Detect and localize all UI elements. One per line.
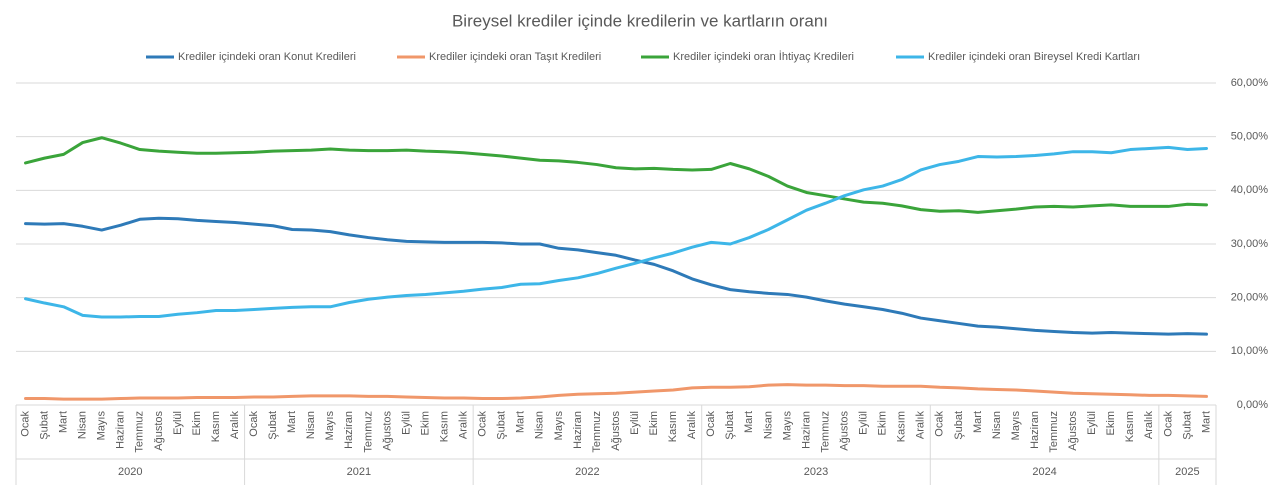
x-tick-label: Temmuz (819, 411, 831, 453)
x-tick-label: Eylül (400, 411, 412, 435)
x-tick-label: Ocak (248, 411, 260, 437)
x-tick-label: Mart (286, 411, 298, 433)
x-tick-label: Eylül (858, 411, 870, 435)
x-tick-label: Ekim (877, 411, 889, 435)
x-tick-label: Haziran (1029, 411, 1041, 449)
x-tick-label: Haziran (800, 411, 812, 449)
x-tick-label: Haziran (115, 411, 127, 449)
x-tick-label: Haziran (343, 411, 355, 449)
x-tick-label: Ocak (19, 411, 31, 437)
y-tick-label: 0,00% (1237, 399, 1268, 411)
x-tick-label: Ocak (705, 411, 717, 437)
x-tick-label: Temmuz (134, 411, 146, 453)
x-tick-label: Eylül (1086, 411, 1098, 435)
x-tick-label: Kasım (438, 411, 450, 442)
x-tick-label: Aralık (915, 411, 927, 440)
x-tick-label: Eylül (629, 411, 641, 435)
series-line (24, 145, 1208, 319)
series-line (24, 216, 1208, 336)
x-tick-label: Mayıs (324, 411, 336, 441)
x-tick-label: Temmuz (591, 411, 603, 453)
x-tick-label: Ekim (648, 411, 660, 435)
y-tick-label: 30,00% (1231, 238, 1269, 250)
x-tick-label: Şubat (496, 411, 508, 440)
x-tick-label: Nisan (762, 411, 774, 439)
x-tick-label: Aralık (1143, 411, 1155, 440)
x-tick-label: Şubat (724, 411, 736, 440)
chart-title: Bireysel krediler içinde kredilerin ve k… (452, 11, 828, 30)
x-tick-label: Kasım (1124, 411, 1136, 442)
x-tick-label: Kasım (896, 411, 908, 442)
x-tick-label: Şubat (38, 411, 50, 440)
y-tick-label: 10,00% (1231, 345, 1269, 357)
x-tick-label: Mayıs (781, 411, 793, 441)
year-label: 2023 (804, 466, 828, 478)
x-tick-label: Ocak (934, 411, 946, 437)
year-label: 2024 (1032, 466, 1056, 478)
x-tick-label: Nisan (305, 411, 317, 439)
series-line (24, 383, 1208, 401)
x-tick-label: Mayıs (553, 411, 565, 441)
year-label: 2021 (347, 466, 371, 478)
x-tick-label: Nisan (77, 411, 89, 439)
x-tick-label: Ağustos (153, 411, 165, 451)
x-tick-label: Mayıs (1010, 411, 1022, 441)
x-tick-label: Ocak (477, 411, 489, 437)
x-tick-label: Kasım (667, 411, 679, 442)
x-tick-label: Temmuz (1048, 411, 1060, 453)
legend-label: Krediler içindeki oran Bireysel Kredi Ka… (928, 51, 1140, 63)
x-tick-label: Mayıs (96, 411, 108, 441)
x-tick-label: Mart (972, 411, 984, 433)
x-tick-label: Şubat (1181, 411, 1193, 440)
x-tick-label: Ağustos (381, 411, 393, 451)
year-label: 2022 (575, 466, 599, 478)
x-tick-label: Mart (515, 411, 527, 433)
x-tick-label: Nisan (534, 411, 546, 439)
x-tick-label: Ocak (1162, 411, 1174, 437)
x-tick-label: Nisan (991, 411, 1003, 439)
legend-label: Krediler içindeki oran Konut Kredileri (178, 51, 356, 63)
x-tick-label: Haziran (572, 411, 584, 449)
x-tick-label: Ekim (1105, 411, 1117, 435)
x-tick-label: Ağustos (610, 411, 622, 451)
legend-label: Krediler içindeki oran İhtiyaç Kredileri (673, 50, 854, 63)
x-tick-label: Ekim (419, 411, 431, 435)
x-tick-label: Ağustos (1067, 411, 1079, 451)
x-tick-label: Mart (743, 411, 755, 433)
y-tick-label: 40,00% (1231, 184, 1269, 196)
x-tick-label: Şubat (953, 411, 965, 440)
x-tick-label: Aralık (686, 411, 698, 440)
x-tick-label: Ağustos (838, 411, 850, 451)
y-tick-label: 50,00% (1231, 131, 1269, 143)
x-tick-label: Eylül (172, 411, 184, 435)
y-tick-label: 20,00% (1231, 292, 1269, 304)
x-tick-label: Aralık (229, 411, 241, 440)
x-tick-label: Mart (58, 411, 70, 433)
x-tick-label: Temmuz (362, 411, 374, 453)
x-tick-label: Aralık (458, 411, 470, 440)
x-tick-label: Şubat (267, 411, 279, 440)
x-tick-label: Ekim (191, 411, 203, 435)
x-tick-label: Mart (1200, 411, 1212, 433)
year-label: 2025 (1175, 466, 1199, 478)
legend-label: Krediler içindeki oran Taşıt Kredileri (429, 51, 601, 63)
y-tick-label: 60,00% (1231, 77, 1269, 89)
series-line (24, 136, 1208, 214)
x-tick-label: Kasım (210, 411, 222, 442)
year-label: 2020 (118, 466, 142, 478)
